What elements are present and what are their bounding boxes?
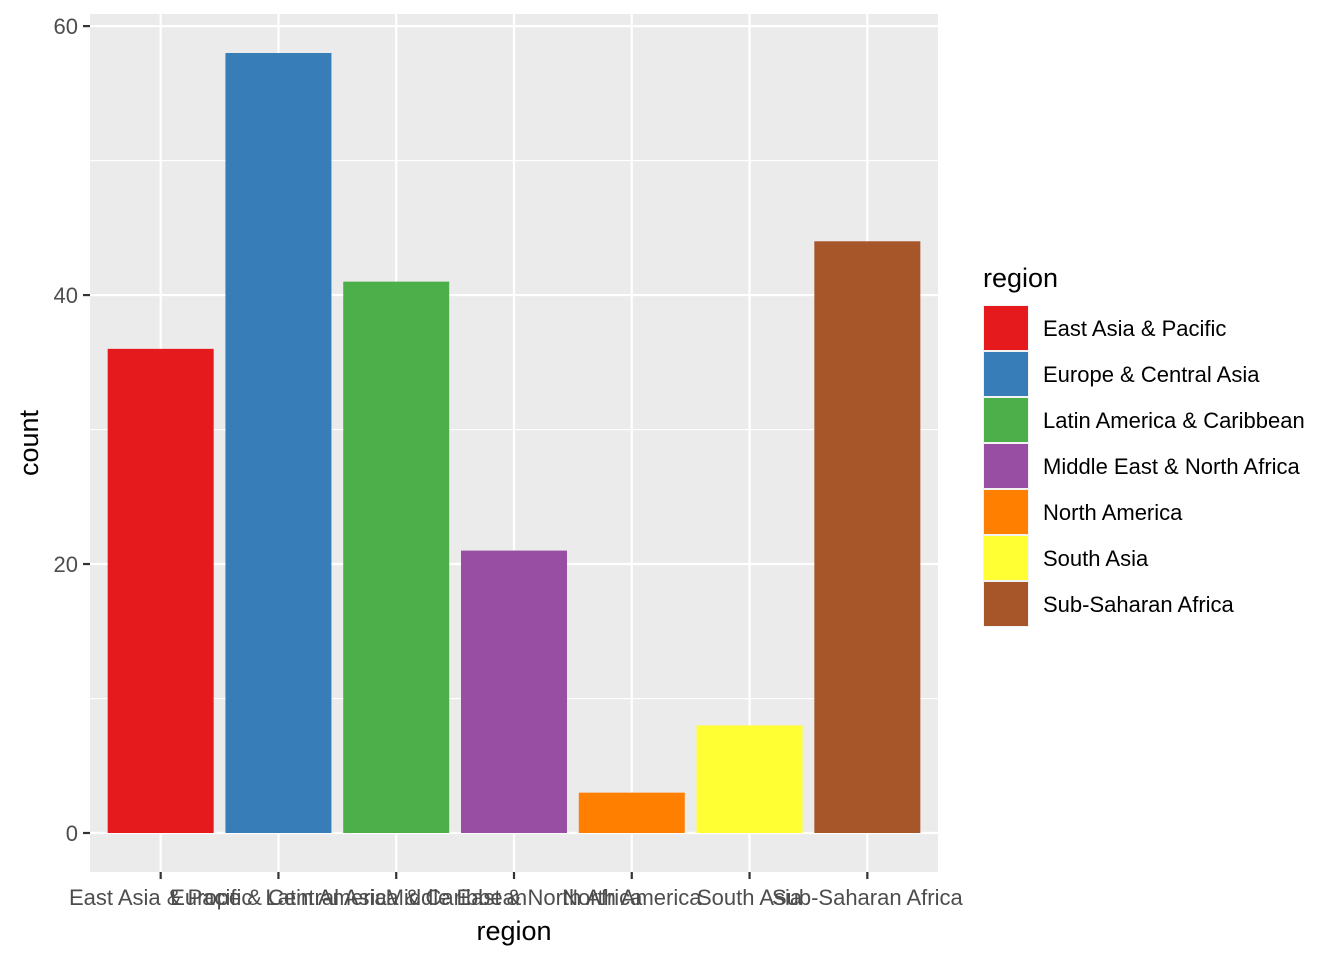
x-tick-label: Europe & Central Asia	[170, 885, 387, 910]
legend-swatch	[984, 582, 1028, 626]
legend-swatch	[984, 352, 1028, 396]
legend-label: North America	[1043, 500, 1183, 525]
bar	[578, 792, 685, 833]
x-tick-label: Latin America & Caribbean	[265, 885, 527, 910]
x-tick-label: East Asia & Pacific	[69, 885, 252, 910]
legend-label: South Asia	[1043, 546, 1149, 571]
legend-title: region	[983, 263, 1058, 293]
y-tick-label: 60	[54, 14, 78, 39]
legend: region East Asia & Pacific Europe & Centr…	[983, 263, 1305, 627]
y-tick-label: 20	[54, 552, 78, 577]
legend-swatch	[984, 536, 1028, 580]
y-tick-label: 0	[66, 821, 78, 846]
legend-swatch	[984, 444, 1028, 488]
legend-swatch	[984, 306, 1028, 350]
y-axis-title: count	[14, 409, 44, 476]
legend-swatch	[984, 490, 1028, 534]
legend-label: Sub-Saharan Africa	[1043, 592, 1235, 617]
bar	[461, 550, 567, 833]
x-axis-title: region	[476, 916, 551, 946]
x-tick-label: Middle East & North Africa	[386, 885, 644, 910]
x-tick-label: Sub-Saharan Africa	[772, 885, 964, 910]
bar	[343, 281, 450, 833]
bar	[814, 241, 921, 833]
bar	[225, 53, 332, 833]
bar	[107, 348, 214, 833]
legend-label: Europe & Central Asia	[1043, 362, 1260, 387]
x-tick-label: South Asia	[697, 885, 803, 910]
y-tick-label: 40	[54, 283, 78, 308]
bar	[696, 725, 803, 833]
legend-label: East Asia & Pacific	[1043, 316, 1226, 341]
y-axis: 0 20 40 60	[54, 14, 90, 846]
legend-swatch	[984, 398, 1028, 442]
x-tick-label: North America	[562, 885, 702, 910]
legend-label: Middle East & North Africa	[1043, 454, 1301, 479]
legend-label: Latin America & Caribbean	[1043, 408, 1305, 433]
bars	[107, 53, 921, 833]
